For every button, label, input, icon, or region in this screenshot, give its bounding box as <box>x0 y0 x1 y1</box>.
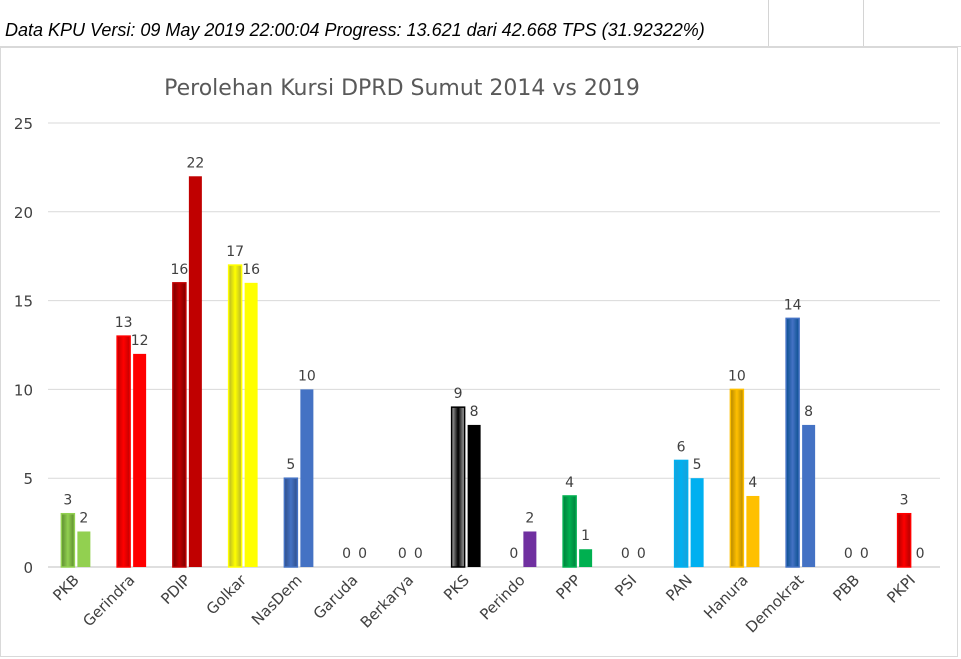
bar-2014-hanura[interactable] <box>729 388 745 568</box>
data-label-2014: 16 <box>170 262 188 278</box>
x-tick-label: Garuda <box>310 571 362 623</box>
x-tick-label: Gerindra <box>79 571 138 630</box>
data-label-2019: 4 <box>748 475 757 491</box>
bar-2019-gerindra[interactable] <box>133 353 147 567</box>
data-label-2019: 2 <box>525 510 534 526</box>
x-tick-label: PKB <box>49 571 82 604</box>
data-label-2014: 13 <box>115 315 133 331</box>
header-cell-empty-1[interactable] <box>769 0 864 46</box>
data-label-2014: 3 <box>900 493 909 509</box>
bar-2014-ppp[interactable] <box>562 495 577 568</box>
data-label-2019: 10 <box>298 368 316 384</box>
data-label-2014: 0 <box>398 546 407 562</box>
bar-2019-ppp[interactable] <box>579 549 593 567</box>
x-tick-label: Berkarya <box>357 571 417 631</box>
data-label-2019: 2 <box>79 510 88 526</box>
y-tick-label: 25 <box>14 115 33 133</box>
data-label-2014: 14 <box>784 297 802 313</box>
bar-2014-golkar[interactable] <box>227 264 243 568</box>
y-axis: 0 5 10 15 20 25 <box>14 115 33 577</box>
data-label-2019: 12 <box>131 333 149 349</box>
x-tick-label: PAN <box>662 571 696 605</box>
data-label-2019: 22 <box>186 155 204 171</box>
y-tick-label: 5 <box>23 470 33 488</box>
data-label-2014: 0 <box>509 546 518 562</box>
x-tick-label: PKPI <box>883 571 919 607</box>
bar-chart[interactable]: Perolehan Kursi DPRD Sumut 2014 vs 2019 … <box>0 47 961 659</box>
data-label-2014: 10 <box>728 368 746 384</box>
bar-2014-pdip[interactable] <box>172 282 187 568</box>
x-tick-label: NasDem <box>248 571 306 629</box>
bar-2019-demokrat[interactable] <box>802 424 816 567</box>
bar-2019-nasdem[interactable] <box>300 389 314 567</box>
bar-2019-golkar[interactable] <box>244 282 258 567</box>
y-tick-label: 15 <box>14 293 33 311</box>
data-label-2014: 0 <box>621 546 630 562</box>
y-tick-label: 20 <box>14 204 33 222</box>
data-label-2019: 0 <box>916 546 925 562</box>
x-tick-label: PBB <box>830 571 864 605</box>
data-label-2019: 1 <box>581 528 590 544</box>
bar-2019-hanura[interactable] <box>746 495 760 567</box>
y-tick-label: 10 <box>14 381 33 399</box>
bars <box>60 176 912 568</box>
data-label-2019: 5 <box>693 457 702 473</box>
header-cell-empty-2[interactable] <box>864 0 961 46</box>
data-label-2019: 0 <box>637 546 646 562</box>
data-label-2019: 0 <box>358 546 367 562</box>
bar-2014-pkb[interactable] <box>60 512 76 568</box>
data-label-2014: 0 <box>844 546 853 562</box>
x-tick-label: PPP <box>553 571 585 603</box>
data-label-2014: 17 <box>226 244 244 260</box>
bar-2014-pks[interactable] <box>450 406 466 568</box>
x-tick-label: PDIP <box>157 571 194 608</box>
x-tick-label: Perindo <box>476 571 529 624</box>
bar-2014-pan[interactable] <box>673 459 689 568</box>
data-label-2019: 0 <box>860 546 869 562</box>
bar-2019-pdip[interactable] <box>188 176 202 567</box>
bar-2014-nasdem[interactable] <box>283 477 299 568</box>
x-tick-label: Demokrat <box>742 571 807 636</box>
chart-title: Perolehan Kursi DPRD Sumut 2014 vs 2019 <box>164 76 640 101</box>
bar-2019-pks[interactable] <box>467 424 481 567</box>
data-label-2014: 6 <box>677 439 686 455</box>
y-tick-label: 0 <box>23 559 33 577</box>
data-label-2019: 8 <box>470 404 479 420</box>
bar-2019-perindo[interactable] <box>523 531 537 567</box>
data-label-2014: 4 <box>565 475 574 491</box>
bar-2014-gerindra[interactable] <box>116 335 131 568</box>
bar-2019-pkb[interactable] <box>77 531 91 567</box>
data-label-2014: 3 <box>63 493 72 509</box>
x-tick-label: Hanura <box>700 571 752 623</box>
data-label-2014: 9 <box>454 386 463 402</box>
x-tick-label: PKS <box>440 571 473 604</box>
data-label-2014: 5 <box>286 457 295 473</box>
data-label-2019: 0 <box>414 546 423 562</box>
data-label-2014: 0 <box>342 546 351 562</box>
x-tick-label: Golkar <box>203 571 251 619</box>
data-label-2019: 16 <box>242 262 260 278</box>
status-text: Data KPU Versi: 09 May 2019 22:00:04 Pro… <box>5 20 705 40</box>
bar-2019-pan[interactable] <box>690 478 704 567</box>
data-label-2019: 8 <box>804 404 813 420</box>
bar-2014-demokrat[interactable] <box>785 317 800 568</box>
header-bar: Data KPU Versi: 09 May 2019 22:00:04 Pro… <box>0 0 961 47</box>
x-tick-label: PSI <box>611 571 640 600</box>
header-cell-main[interactable]: Data KPU Versi: 09 May 2019 22:00:04 Pro… <box>0 0 769 46</box>
bar-2014-pkpi[interactable] <box>896 512 912 568</box>
